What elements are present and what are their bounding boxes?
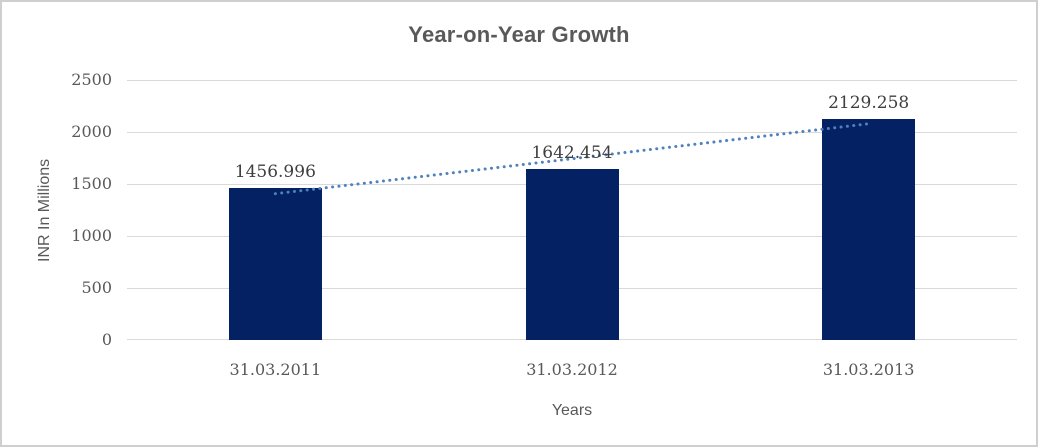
bar-31.03.2011 xyxy=(228,188,322,340)
y-axis-tick-label: 1000 xyxy=(71,226,112,245)
data-label: 1642.454 xyxy=(531,143,613,164)
x-axis-category-label: 31.03.2011 xyxy=(229,360,322,379)
y-axis-tick-label: 0 xyxy=(101,330,112,349)
x-axis-title: Years xyxy=(551,402,593,419)
bar-31.03.2012 xyxy=(525,169,619,340)
bar-31.03.2013 xyxy=(822,118,916,340)
y-axis-tick-label: 1500 xyxy=(71,174,112,193)
x-axis-category-label: 31.03.2012 xyxy=(526,360,618,379)
y-axis-tick-label: 2000 xyxy=(71,122,112,141)
gridline xyxy=(127,132,1017,133)
trendline xyxy=(273,122,871,196)
y-axis-tick-label: 2500 xyxy=(71,70,112,89)
y-axis-title: INR In Millions xyxy=(36,158,53,262)
data-label: 1456.996 xyxy=(234,162,316,183)
y-axis-tick-label: 500 xyxy=(81,278,112,297)
chart-title: Year-on-Year Growth xyxy=(408,22,630,47)
x-axis-category-label: 31.03.2013 xyxy=(822,360,915,379)
gridline xyxy=(127,80,1017,81)
plot-area xyxy=(127,80,1017,340)
data-label: 2129.258 xyxy=(828,92,910,113)
